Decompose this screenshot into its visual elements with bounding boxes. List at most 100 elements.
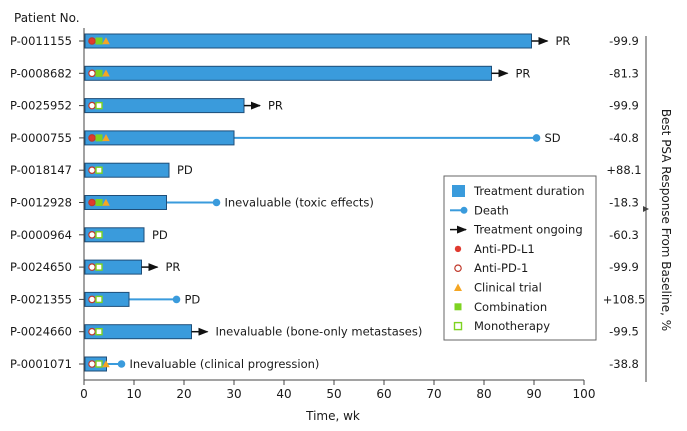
psa-response-label: +108.5 <box>603 292 646 306</box>
combination-marker <box>95 69 103 77</box>
right-axis-pointer <box>643 206 649 212</box>
right-axis <box>643 36 649 382</box>
psa-response-label: -40.8 <box>609 131 639 145</box>
patient-row: P-0024660 Inevaluable (bone-only metastas… <box>10 324 639 340</box>
anti-pd-1-marker <box>88 263 96 271</box>
patient-id-label: P-0000964 <box>10 228 72 242</box>
patient-id-label: P-0021355 <box>10 292 72 306</box>
patient-row: P-0021355 PD +108.5 <box>10 291 646 307</box>
treatment-duration-bar <box>84 33 532 49</box>
monotherapy-marker <box>95 166 103 174</box>
patient-id-label: P-0025952 <box>10 99 72 113</box>
x-tick-label: 10 <box>126 387 141 401</box>
x-tick-label: 60 <box>376 387 391 401</box>
treatment-duration-bar <box>84 162 170 178</box>
patient-id-label: P-0001071 <box>10 357 72 371</box>
psa-response-label: -60.3 <box>609 228 639 242</box>
anti-pd-1-marker <box>88 360 96 368</box>
x-tick-label: 40 <box>276 387 291 401</box>
clinical-trial-marker <box>102 37 110 45</box>
anti-pd-l1-marker <box>88 37 96 45</box>
x-tick-label: 80 <box>476 387 491 401</box>
treatment-duration-bar <box>84 65 492 81</box>
legend-item-monotherapy: Monotherapy <box>453 319 550 333</box>
x-tick-label: 0 <box>80 387 88 401</box>
combination-swatch <box>454 303 462 311</box>
death-marker <box>212 198 221 207</box>
monotherapy-marker <box>95 231 103 239</box>
psa-response-label: -38.8 <box>609 357 639 371</box>
legend-item-clinical-trial: Clinical trial <box>454 281 542 295</box>
anti-pd-l1-marker <box>88 198 96 207</box>
right-axis-title: Best PSA Response From Baseline, % <box>659 109 673 331</box>
outcome-label: PD <box>152 228 168 242</box>
monotherapy-marker <box>95 101 103 110</box>
outcome-label: Inevaluable (toxic effects) <box>225 196 374 210</box>
legend-label: Death <box>474 203 509 217</box>
outcome-label: PD <box>185 292 201 306</box>
anti-pd-1-swatch <box>454 264 462 273</box>
patient-row: P-0000964 PD -60.3 <box>10 227 639 243</box>
patient-id-label: P-0012928 <box>10 196 72 210</box>
death-marker <box>172 295 181 304</box>
patient-rows: P-0011155 PR -99.9 P-0008682 PR -81.3 P-002595… <box>10 33 646 372</box>
monotherapy-marker <box>95 263 103 271</box>
x-tick-label: 30 <box>226 387 241 401</box>
combination-marker <box>95 37 103 45</box>
outcome-label: PR <box>556 34 571 48</box>
x-tick-label: 50 <box>326 387 341 401</box>
death-marker <box>532 134 541 142</box>
combination-marker <box>95 134 103 142</box>
death-marker <box>117 360 126 368</box>
anti-pd-1-marker <box>88 166 96 175</box>
patient-row: P-0011155 PR -99.9 <box>10 33 639 49</box>
outcome-label: PR <box>516 66 531 80</box>
legend-box <box>443 175 597 341</box>
patient-id-label: P-0011155 <box>10 34 72 48</box>
monotherapy-marker <box>95 328 103 336</box>
clinical-trial-marker <box>102 198 110 206</box>
patient-id-label: P-0018147 <box>10 163 72 177</box>
y-axis-title: Patient No. <box>14 11 80 25</box>
legend: Treatment duration Death Treatment ongoing… <box>443 175 597 341</box>
monotherapy-marker <box>95 360 103 368</box>
psa-response-label: +88.1 <box>606 163 641 177</box>
psa-response-label: -99.9 <box>609 34 639 48</box>
legend-label: Treatment duration <box>473 184 585 198</box>
clinical-trial-marker <box>102 134 110 142</box>
patient-row: P-0025952 PR -99.9 <box>10 98 639 114</box>
clinical-trial-swatch <box>454 283 462 291</box>
treatment-duration-bar <box>84 195 167 210</box>
anti-pd-1-marker <box>88 327 96 336</box>
outcome-label: SD <box>545 131 561 145</box>
patient-row: P-0000755 SD -40.8 <box>10 130 639 146</box>
patient-id-label: P-0000755 <box>10 131 72 145</box>
legend-label: Combination <box>474 300 547 314</box>
legend-item-combination: Combination <box>454 300 547 314</box>
psa-response-label: -99.9 <box>609 99 639 113</box>
treatment-duration-bar <box>84 98 245 114</box>
legend-label: Treatment ongoing <box>473 223 583 237</box>
legend-item-treatment-duration: Treatment duration <box>452 184 585 198</box>
anti-pd-l1-marker <box>88 134 96 142</box>
psa-response-label: -18.3 <box>609 196 639 210</box>
outcome-label: Inevaluable (clinical progression) <box>130 357 320 371</box>
legend-item-treatment-ongoing: Treatment ongoing <box>450 223 583 237</box>
anti-pd-1-marker <box>88 295 96 304</box>
legend-label: Anti-PD-1 <box>474 261 528 275</box>
patient-row: P-0008682 PR -81.3 <box>10 65 639 81</box>
anti-pd-1-marker <box>88 231 96 239</box>
psa-response-label: -99.9 <box>609 260 639 274</box>
x-tick-label: 100 <box>573 387 596 401</box>
legend-label: Clinical trial <box>474 281 542 295</box>
x-axis-ticks: 0 10 20 30 40 50 60 70 80 90 100 <box>80 380 595 401</box>
legend-item-anti-pd-l1: Anti-PD-L1 <box>454 242 535 256</box>
x-axis-title: Time, wk <box>305 409 360 423</box>
psa-response-label: -81.3 <box>609 66 639 80</box>
outcome-label: PD <box>177 163 193 177</box>
patient-row: P-0018147 PD +88.1 <box>10 162 642 178</box>
legend-label: Anti-PD-L1 <box>474 242 535 256</box>
legend-item-anti-pd-1: Anti-PD-1 <box>454 261 528 275</box>
x-tick-label: 90 <box>526 387 541 401</box>
